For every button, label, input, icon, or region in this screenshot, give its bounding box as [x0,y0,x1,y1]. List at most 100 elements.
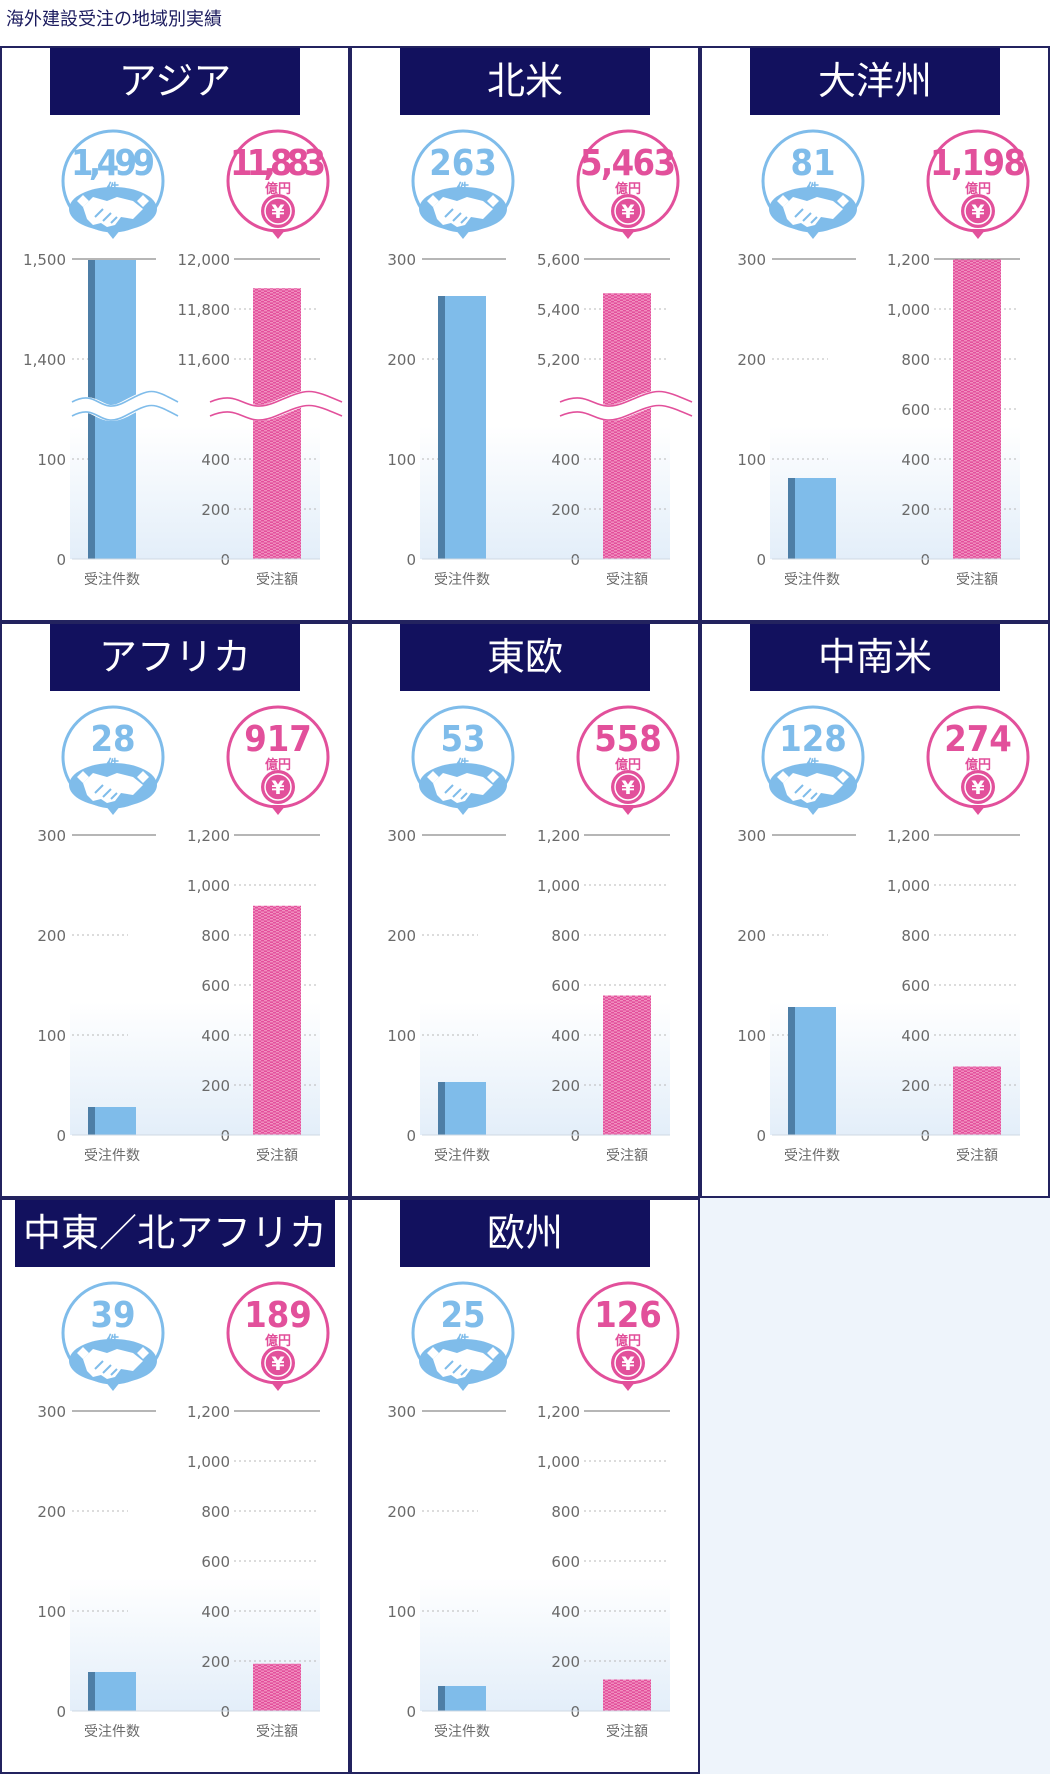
yen-coin-icon [611,770,645,804]
amount-tick-label: 1,000 [187,1453,230,1471]
amount-tick-label: 400 [201,1603,230,1621]
region-panel: アジア 1,499 件 ¥11,883 億円 0 100 1,400 1,500 0 200 400 1… [0,46,350,622]
region-panel: 東欧 53 件 ¥558 億円 0 100 200 300 0 200 400 600 800 1,000 1… [350,622,700,1198]
amount-tick-label: 11,600 [178,351,231,369]
count-tick-label: 100 [37,1603,66,1621]
amount-bar [253,288,301,559]
amount-bar [253,905,301,1135]
amount-category-label: 受注額 [256,572,298,588]
count-tick-label: 1,400 [23,351,66,369]
amount-tick-label: 600 [201,977,230,995]
count-badge-pointer [105,1381,121,1391]
amount-tick-label: 5,400 [537,301,580,319]
yen-symbol: ¥ [271,201,284,223]
region-panel: 中南米 128 件 ¥274 億円 0 100 200 300 0 200 400 600 800 1,00… [700,622,1050,1198]
amount-badge-pointer [270,805,286,815]
count-tick-label: 100 [37,1027,66,1045]
count-tick-label: 0 [56,1703,66,1721]
amount-tick-label: 400 [551,1603,580,1621]
amount-bar [603,293,651,559]
count-value: 81 [790,143,835,184]
count-category-label: 受注件数 [784,572,840,588]
amount-tick-label: 0 [570,1703,580,1721]
region-panel: 北米 263 件 ¥5,463 億円 0 100 200 300 0 200 400 5,200 5,40… [350,46,700,622]
amount-tick-label: 1,200 [887,251,930,269]
amount-value: 5,463 [580,143,676,184]
count-tick-label: 0 [406,551,416,569]
count-tick-label: 0 [56,1127,66,1145]
count-tick-label: 0 [406,1127,416,1145]
region-title: 中東／北アフリカ [23,1211,327,1255]
count-tick-label: 200 [387,1503,416,1521]
count-tick-label: 100 [387,1603,416,1621]
handshake-icon [77,195,149,227]
region-title: アジア [119,59,231,103]
count-badge-pointer [105,805,121,815]
amount-tick-label: 800 [551,927,580,945]
region-title-box [50,624,300,691]
region-title: 欧州 [487,1211,563,1255]
amount-unit: 億円 [965,181,991,197]
count-tick-label: 100 [737,451,766,469]
amount-unit: 億円 [615,1333,641,1349]
yen-symbol: ¥ [621,1353,634,1375]
amount-tick-label: 600 [551,1553,580,1571]
amount-category-label: 受注額 [956,1148,998,1164]
region-title: 北米 [487,59,563,103]
count-value: 53 [440,719,485,760]
amount-tick-label: 0 [220,551,230,569]
amount-value: 274 [944,719,1012,760]
region-title-box [750,48,1000,115]
handshake-icon [427,771,499,803]
count-bar-shade [88,1107,95,1135]
count-tick-label: 300 [37,827,66,845]
count-bar [88,1107,136,1135]
amount-tick-label: 200 [201,1653,230,1671]
region-panel: 中東／北アフリカ 39 件 ¥189 億円 0 100 200 300 0 200 400 600 800… [0,1198,350,1774]
count-value: 1,499 [71,143,155,184]
count-unit: 件 [456,757,469,773]
count-bar [438,1082,486,1135]
count-tick-label: 300 [737,251,766,269]
amount-badge-pointer [620,805,636,815]
count-value: 263 [429,143,497,184]
count-tick-label: 200 [387,351,416,369]
amount-tick-label: 5,600 [537,251,580,269]
count-tick-label: 200 [737,351,766,369]
region-title-box [400,48,650,115]
amount-category-label: 受注額 [606,1148,648,1164]
yen-symbol: ¥ [971,201,984,223]
region-title: 中南米 [818,635,932,679]
yen-coin-icon [961,770,995,804]
region-title-box [400,1200,650,1267]
count-bar [88,1672,136,1711]
count-unit: 件 [456,1333,469,1349]
amount-bar [253,1663,301,1711]
amount-category-label: 受注額 [256,1724,298,1740]
count-category-label: 受注件数 [784,1148,840,1164]
region-title-box [50,48,300,115]
count-bar-shade [788,478,795,559]
count-category-label: 受注件数 [84,1724,140,1740]
count-unit: 件 [806,181,819,197]
count-unit: 件 [456,181,469,197]
count-value: 39 [90,1295,135,1336]
amount-tick-label: 1,000 [887,301,930,319]
count-unit: 件 [106,757,119,773]
amount-tick-label: 1,200 [537,827,580,845]
amount-badge-pointer [970,229,986,239]
amount-tick-label: 1,000 [187,877,230,895]
amount-tick-label: 12,000 [178,251,231,269]
region-title-box [15,1200,335,1267]
amount-unit: 億円 [265,757,291,773]
count-unit: 件 [106,181,119,197]
yen-symbol: ¥ [971,777,984,799]
count-tick-label: 300 [387,251,416,269]
count-badge-pointer [455,805,471,815]
amount-badge-pointer [270,1381,286,1391]
